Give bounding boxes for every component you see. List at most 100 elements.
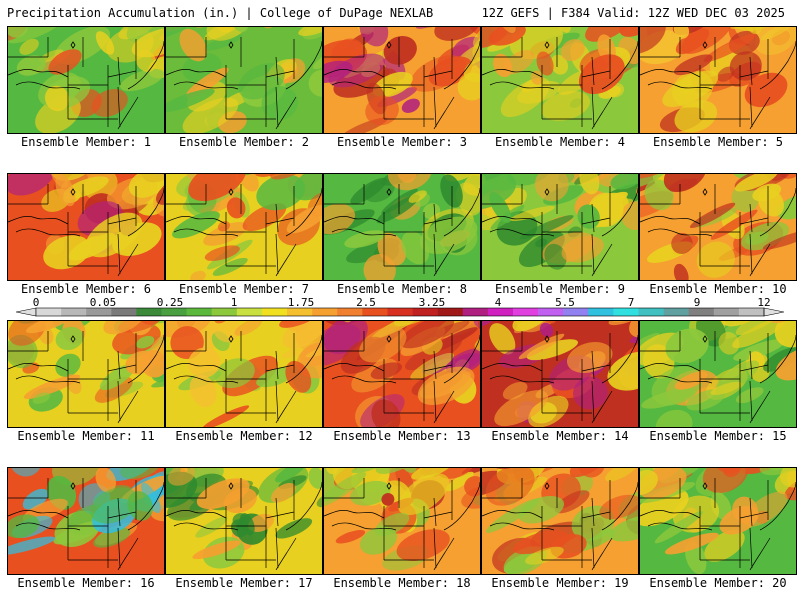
precip-blob — [166, 174, 186, 175]
boundary-line — [107, 39, 137, 86]
boundary-line — [482, 69, 543, 78]
precip-blob — [195, 516, 228, 538]
precip-blob — [350, 480, 391, 506]
precip-map — [166, 321, 322, 427]
precip-blob — [16, 55, 46, 76]
precip-blob — [370, 362, 402, 380]
colorbar-swatch — [588, 308, 614, 316]
colorbar-swatch — [211, 308, 238, 316]
ensemble-member-label: Ensemble Member: 14 — [491, 429, 629, 443]
precip-blob — [103, 321, 146, 335]
boundary-line — [700, 233, 771, 277]
precip-blob — [534, 174, 569, 202]
station-marker — [70, 188, 76, 196]
precip-blob — [204, 245, 240, 261]
ensemble-map-panel — [7, 467, 165, 575]
colorbar-left-arrow — [15, 307, 37, 317]
colorbar-swatch — [638, 308, 664, 316]
boundary-line — [423, 186, 453, 233]
boundary-line — [739, 480, 769, 527]
precip-blob — [217, 220, 230, 232]
boundary-line — [225, 506, 267, 568]
boundary-line — [226, 380, 297, 424]
station-marker — [386, 188, 392, 196]
precip-blob — [365, 95, 399, 126]
precip-blob — [128, 174, 164, 198]
boundary-line — [226, 233, 297, 277]
colorbar-swatch — [437, 308, 464, 316]
precip-blob — [744, 27, 762, 35]
colorbar-tick-label: 0.05 — [90, 296, 117, 309]
station-marker — [70, 41, 76, 49]
precip-blob — [214, 358, 255, 389]
ensemble-map-panel — [323, 26, 481, 134]
ensemble-member-label: Ensemble Member: 19 — [491, 576, 629, 590]
precip-blob — [703, 33, 757, 63]
precip-blob — [202, 34, 243, 52]
precip-blob — [607, 351, 638, 391]
precip-blob — [8, 174, 55, 196]
precip-blob — [19, 38, 39, 55]
precip-blob — [376, 194, 420, 224]
ensemble-map-panel — [639, 173, 797, 281]
boundary-line — [68, 380, 139, 424]
precip-blob — [640, 332, 660, 352]
precip-blob — [381, 492, 395, 506]
precip-blob — [230, 519, 248, 538]
precip-blob — [577, 204, 600, 229]
boundary-line — [581, 333, 611, 380]
station-marker — [544, 335, 550, 343]
precip-blob — [95, 31, 115, 55]
boundary-line — [384, 380, 455, 424]
colorbar-swatch — [362, 308, 388, 316]
precip-blob — [704, 530, 745, 562]
precip-blob — [619, 27, 638, 37]
colorbar-swatch — [136, 308, 162, 316]
boundary-line — [699, 506, 741, 568]
boundary-line — [331, 522, 397, 531]
ensemble-map-panel — [481, 26, 639, 134]
precip-blob — [502, 381, 528, 400]
station-marker — [228, 41, 234, 49]
precip-blob — [732, 321, 786, 349]
precip-blob — [563, 321, 585, 323]
precip-blob — [350, 177, 387, 205]
precip-map — [640, 321, 796, 427]
boundary-line — [166, 37, 242, 67]
precip-blob — [324, 203, 356, 235]
precip-map — [166, 174, 322, 280]
ensemble-member-label: Ensemble Member: 6 — [20, 282, 152, 296]
station-marker — [386, 335, 392, 343]
precip-blob — [585, 27, 635, 42]
station-marker — [702, 335, 708, 343]
boundary-line — [67, 212, 109, 274]
precip-blob — [445, 348, 480, 373]
boundary-line — [225, 212, 267, 274]
boundary-line — [542, 233, 613, 277]
precip-blob — [689, 202, 736, 229]
boundary-line — [15, 228, 81, 237]
boundary-line — [541, 506, 583, 568]
colorbar-swatch — [287, 308, 313, 316]
precip-blob — [335, 530, 366, 544]
precip-blob — [141, 482, 161, 514]
boundary-line — [173, 375, 239, 384]
colorbar-tick-label: 3.25 — [419, 296, 446, 309]
ensemble-map-panel — [481, 467, 639, 575]
boundary-line — [640, 69, 701, 78]
colorbar-swatch — [161, 308, 187, 316]
boundary-line — [384, 527, 455, 571]
station-marker — [228, 188, 234, 196]
boundary-line — [640, 363, 701, 372]
precip-map — [482, 174, 638, 277]
boundary-line — [542, 527, 613, 571]
precip-blob — [120, 468, 160, 479]
boundary-line — [384, 86, 455, 130]
precip-blob — [179, 28, 207, 62]
colorbar-tick-label: 9 — [694, 296, 701, 309]
colorbar-swatch — [111, 308, 137, 316]
boundary-line — [739, 186, 769, 233]
colorbar-swatch — [538, 308, 564, 316]
precip-blob — [298, 27, 322, 36]
ensemble-map-panel — [481, 173, 639, 281]
